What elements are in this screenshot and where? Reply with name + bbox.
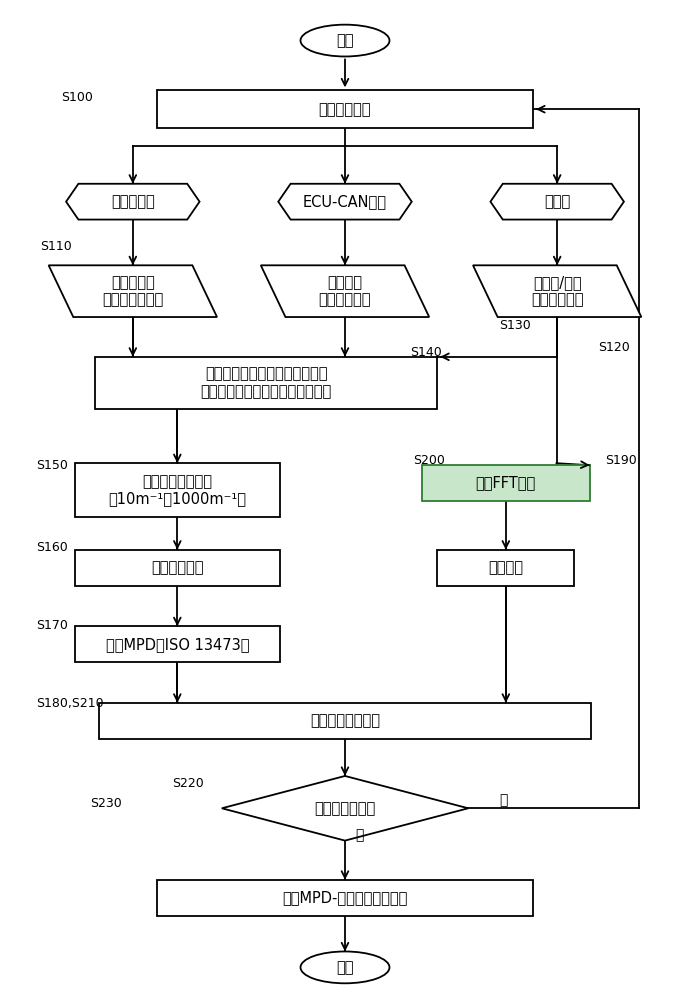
Text: S150: S150 [36, 459, 68, 472]
Text: S120: S120 [598, 341, 630, 354]
Text: 测量道路表
面轮廓（时基）: 测量道路表 面轮廓（时基） [102, 275, 164, 307]
Polygon shape [491, 184, 624, 220]
Text: 执行FFT分析: 执行FFT分析 [475, 476, 536, 491]
Text: 开始: 开始 [336, 33, 354, 48]
FancyBboxPatch shape [437, 550, 574, 586]
Text: S130: S130 [499, 319, 531, 332]
Text: 麦克风: 麦克风 [544, 194, 571, 209]
Text: 否: 否 [499, 793, 507, 807]
Polygon shape [48, 265, 217, 317]
Ellipse shape [301, 951, 389, 983]
Text: S230: S230 [90, 797, 122, 810]
Text: S160: S160 [36, 541, 68, 554]
Text: 绘制MPD-道路噪声相关性图: 绘制MPD-道路噪声相关性图 [282, 890, 408, 905]
Text: 去除尖峰噪声: 去除尖峰噪声 [151, 560, 204, 575]
Text: 应用距离频率过滤
（10m⁻¹～1000m⁻¹）: 应用距离频率过滤 （10m⁻¹～1000m⁻¹） [108, 474, 246, 506]
Text: S190: S190 [605, 454, 637, 467]
Text: S170: S170 [36, 619, 68, 632]
Text: 计算MPD（ISO 13473）: 计算MPD（ISO 13473） [106, 637, 249, 652]
Text: S200: S200 [413, 454, 445, 467]
Text: 结束: 结束 [336, 960, 354, 975]
FancyBboxPatch shape [75, 550, 280, 586]
FancyBboxPatch shape [95, 357, 437, 409]
Polygon shape [278, 184, 412, 220]
FancyBboxPatch shape [157, 880, 533, 916]
Text: S110: S110 [41, 240, 72, 253]
FancyBboxPatch shape [75, 463, 280, 517]
Polygon shape [66, 184, 199, 220]
Polygon shape [261, 265, 429, 317]
Text: 存储内部存储单元: 存储内部存储单元 [310, 713, 380, 728]
Text: 系统主体关断？: 系统主体关断？ [315, 801, 375, 816]
Text: S100: S100 [61, 91, 93, 104]
Text: 激光传感器: 激光传感器 [111, 194, 155, 209]
Text: 道路噪声: 道路噪声 [489, 560, 523, 575]
Ellipse shape [301, 25, 389, 56]
Text: 接通触发开关: 接通触发开关 [319, 102, 371, 117]
Text: 测量车辆
速度（时基）: 测量车辆 速度（时基） [319, 275, 371, 307]
Text: 是: 是 [355, 828, 364, 842]
Text: 测量前/后座
噪声（时基）: 测量前/后座 噪声（时基） [531, 275, 584, 307]
FancyBboxPatch shape [75, 626, 280, 662]
Text: S140: S140 [410, 346, 442, 359]
FancyBboxPatch shape [157, 90, 533, 128]
FancyBboxPatch shape [422, 465, 590, 501]
FancyBboxPatch shape [99, 703, 591, 739]
Polygon shape [221, 776, 469, 841]
Text: 通过使用车辆速度数据，将道路
表面轮廓数据从时基转换到位移基: 通过使用车辆速度数据，将道路 表面轮廓数据从时基转换到位移基 [201, 366, 332, 399]
Text: S220: S220 [172, 777, 204, 790]
Text: S180,S210: S180,S210 [36, 697, 104, 710]
Text: ECU-CAN数据: ECU-CAN数据 [303, 194, 387, 209]
Polygon shape [473, 265, 642, 317]
